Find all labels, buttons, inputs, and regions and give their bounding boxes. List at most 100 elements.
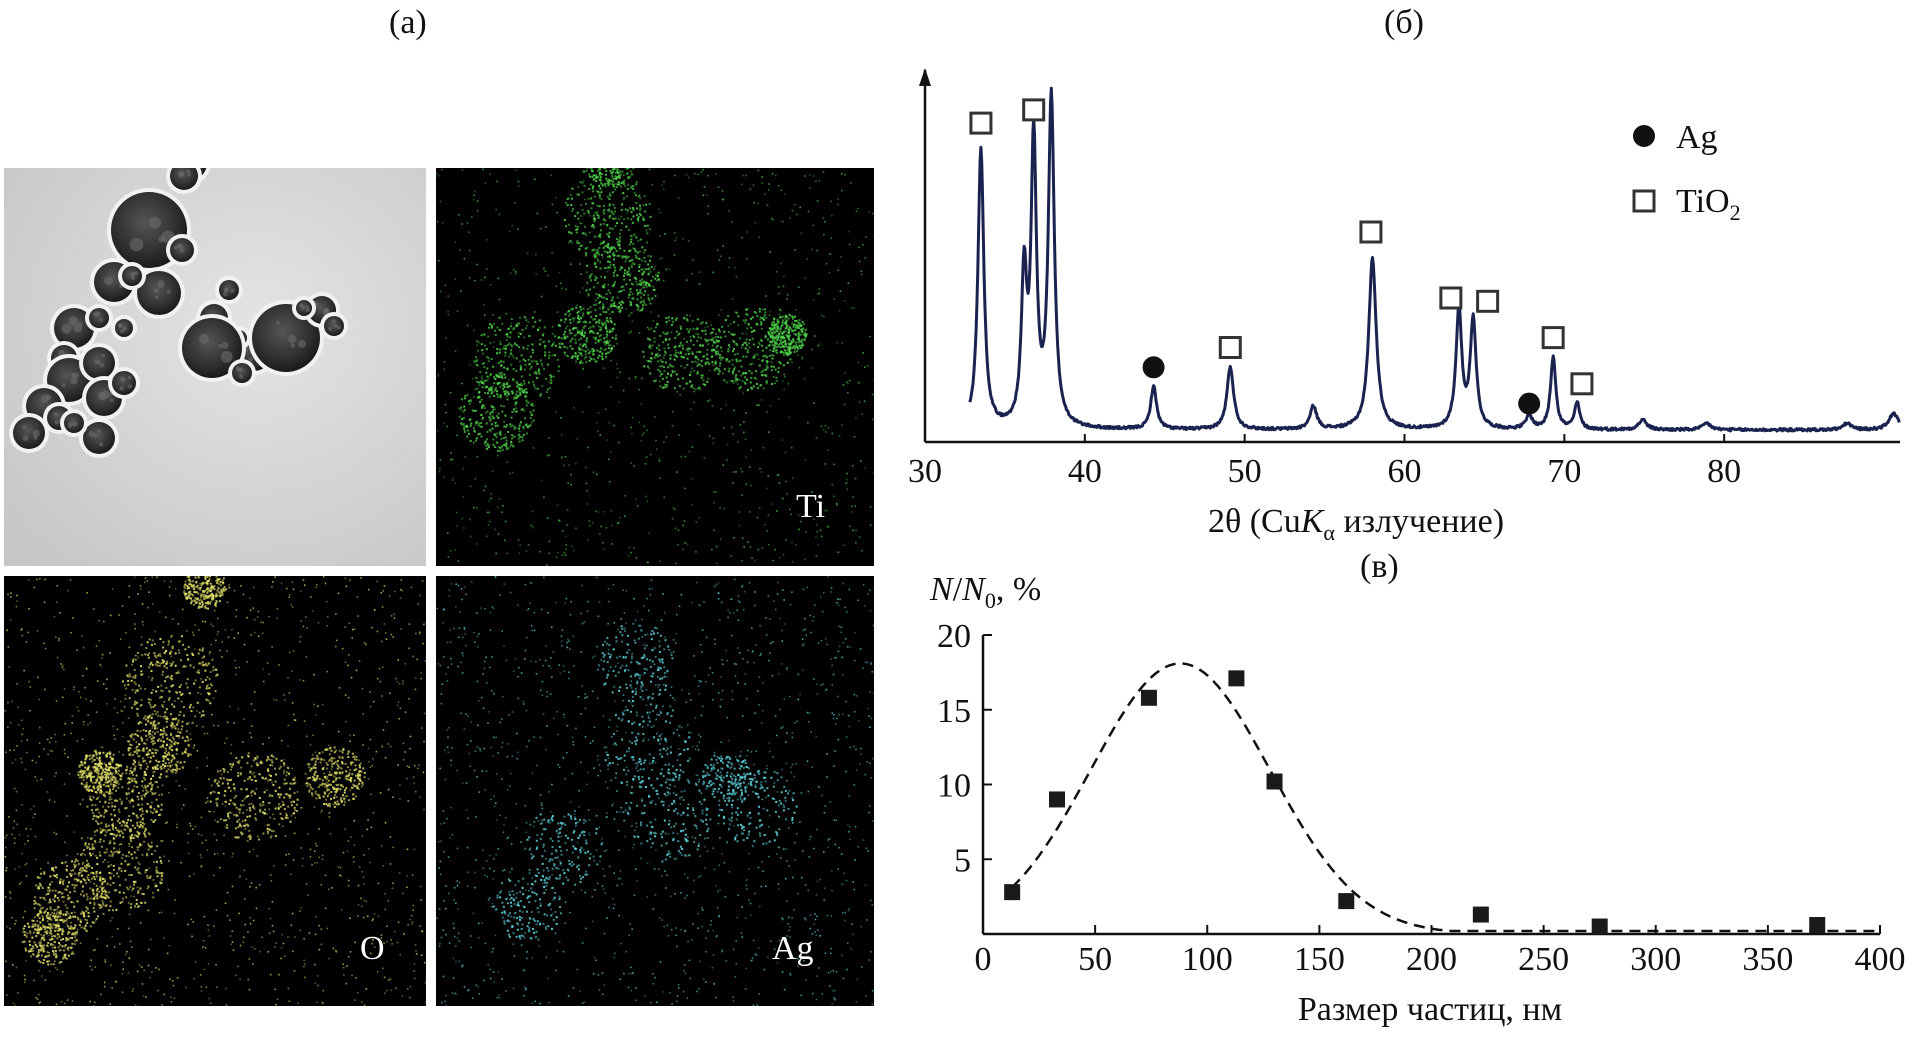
map-dot: [219, 770, 222, 772]
map-dot: [616, 363, 618, 365]
map-dot: [81, 837, 83, 840]
map-dot: [616, 168, 619, 171]
map-dot: [71, 1000, 74, 1002]
map-dot: [412, 904, 415, 907]
map-dot: [299, 636, 302, 638]
map-dot: [518, 394, 521, 397]
map-dot: [502, 347, 505, 350]
map-dot: [483, 366, 486, 369]
map-dot: [15, 790, 18, 793]
map-dot: [322, 723, 324, 725]
map-dot: [739, 385, 742, 388]
map-dot: [646, 268, 649, 271]
tem-particle-texture: [77, 322, 83, 327]
tem-particle-texture: [54, 419, 60, 425]
map-dot: [389, 978, 392, 980]
map-dot: [316, 861, 318, 864]
map-dot: [24, 768, 27, 771]
map-dot: [35, 858, 37, 861]
map-dot: [71, 715, 74, 717]
map-dot: [582, 169, 585, 172]
map-dot: [204, 596, 207, 599]
map-dot: [436, 220, 439, 223]
map-dot: [314, 982, 316, 984]
map-dot: [720, 309, 723, 311]
map-dot: [600, 275, 603, 278]
map-dot: [312, 734, 314, 737]
map-dot: [487, 360, 490, 363]
map-dot: [647, 272, 650, 275]
map-dot: [797, 341, 799, 343]
map-dot: [406, 777, 408, 780]
map-dot: [525, 423, 528, 426]
map-dot: [642, 283, 645, 286]
map-dot: [613, 304, 616, 307]
map-dot: [143, 795, 146, 798]
map-dot: [794, 329, 797, 332]
map-dot: [196, 710, 198, 712]
map-dot: [811, 348, 813, 351]
map-dot: [860, 270, 863, 273]
map-dot: [577, 211, 580, 213]
map-dot: [565, 544, 568, 546]
map-dot: [698, 517, 701, 519]
map-dot: [510, 349, 513, 352]
map-dot: [586, 348, 589, 351]
map-dot: [610, 347, 613, 350]
map-dot: [517, 335, 520, 338]
map-dot: [741, 470, 743, 473]
map-dot: [696, 372, 699, 375]
map-dot: [768, 344, 771, 347]
map-dot: [589, 274, 592, 277]
map-dot: [690, 351, 693, 354]
map-dot: [608, 339, 611, 342]
map-dot: [798, 528, 800, 531]
map-dot: [498, 446, 501, 449]
map-dot: [739, 337, 742, 340]
map-dot: [741, 537, 744, 539]
map-dot: [26, 739, 29, 741]
map-dot: [582, 180, 585, 182]
map-dot: [584, 202, 587, 205]
map-dot: [795, 309, 797, 312]
map-dot: [476, 543, 478, 545]
map-dot: [251, 946, 254, 948]
map-dot: [522, 358, 525, 361]
map-dot: [728, 367, 731, 370]
map-dot: [791, 322, 794, 325]
map-dot: [588, 330, 591, 333]
map-dot: [566, 198, 569, 201]
map-dot: [259, 950, 261, 953]
map-dot: [345, 585, 348, 588]
map-dot: [135, 654, 137, 657]
map-dot: [262, 680, 265, 683]
map-dot: [100, 665, 103, 667]
map-dot: [240, 803, 242, 806]
map-dot: [623, 197, 626, 200]
map-dot: [583, 171, 586, 174]
tem-particle-texture: [237, 367, 242, 372]
map-dot: [653, 330, 656, 333]
map-dot: [468, 249, 471, 252]
map-dot: [756, 516, 759, 519]
map-dot: [594, 255, 597, 258]
map-dot: [454, 278, 457, 280]
map-dot: [227, 636, 230, 639]
map-dot: [533, 311, 536, 313]
map-dot: [563, 219, 566, 222]
map-dot: [491, 324, 494, 327]
map-dot: [788, 416, 791, 419]
map-dot: [584, 339, 587, 342]
o-map-image: [4, 576, 426, 1006]
map-dot: [530, 413, 533, 416]
map-dot: [526, 347, 529, 350]
map-dot: [555, 410, 558, 413]
map-dot: [421, 580, 424, 582]
map-dot: [464, 425, 467, 428]
map-dot: [335, 639, 338, 642]
map-dot: [623, 255, 626, 258]
map-dot: [223, 834, 225, 837]
map-dot: [231, 855, 233, 858]
map-dot: [852, 529, 854, 532]
map-dot: [510, 434, 513, 437]
